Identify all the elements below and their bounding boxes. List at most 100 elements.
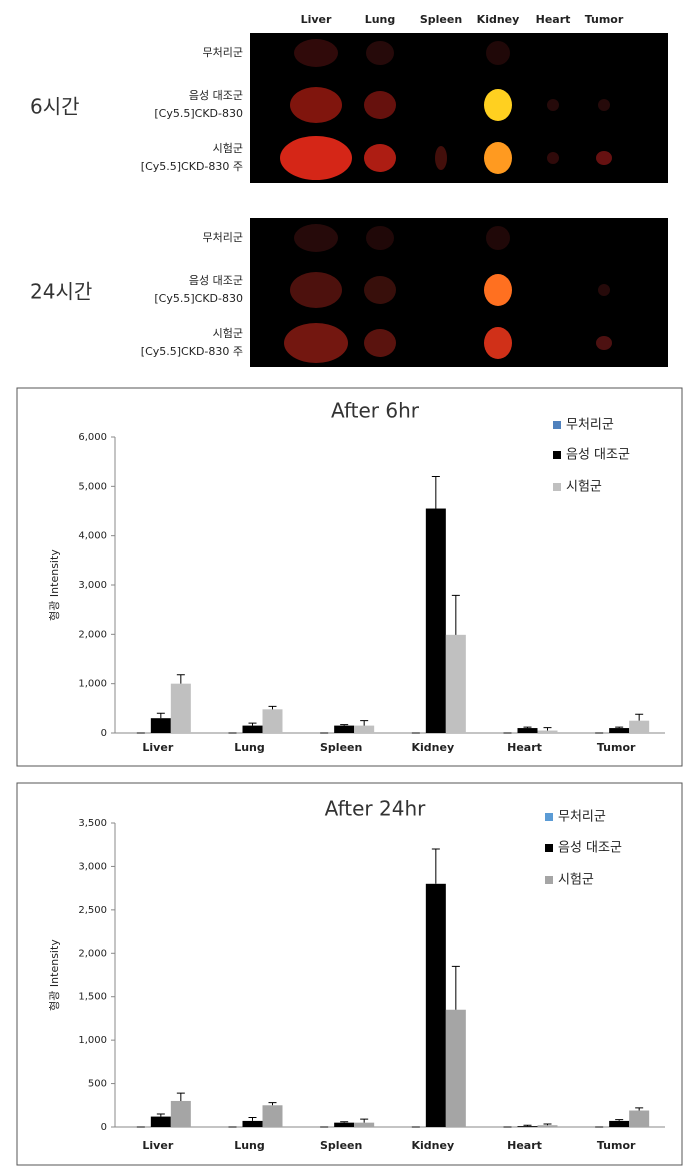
legend-swatch bbox=[553, 483, 561, 491]
bar bbox=[354, 1122, 375, 1127]
x-tick-label: Tumor bbox=[597, 741, 636, 754]
row-label: 무처리군 bbox=[203, 231, 243, 244]
error-bar bbox=[340, 724, 349, 726]
y-axis-label: 형광 Intensity bbox=[48, 549, 61, 621]
organ-glow bbox=[435, 146, 447, 170]
x-tick-label: Kidney bbox=[412, 741, 455, 754]
row-label: [Cy5.5]CKD-830 bbox=[154, 292, 243, 305]
x-tick-label: Kidney bbox=[412, 1139, 455, 1152]
y-tick-label: 1,000 bbox=[78, 679, 107, 690]
column-label: Lung bbox=[365, 13, 396, 26]
error-bar bbox=[615, 726, 624, 729]
legend-swatch bbox=[545, 844, 553, 852]
row-label: 음성 대조군 bbox=[189, 89, 243, 102]
error-bar bbox=[156, 712, 165, 719]
x-tick-label: Spleen bbox=[320, 1139, 362, 1152]
organ-glow bbox=[547, 99, 559, 111]
bar bbox=[354, 725, 375, 733]
bar bbox=[629, 1110, 650, 1127]
x-tick-label: Spleen bbox=[320, 741, 362, 754]
bar bbox=[629, 720, 650, 733]
error-bar bbox=[543, 1123, 552, 1126]
legend-label: 음성 대조군 bbox=[566, 448, 630, 463]
bar bbox=[425, 508, 446, 733]
bar bbox=[425, 883, 446, 1127]
legend-swatch bbox=[545, 813, 553, 821]
chart-title: After 6hr bbox=[331, 399, 420, 423]
organ-glow bbox=[486, 41, 510, 65]
y-tick-label: 0 bbox=[101, 728, 107, 739]
bar bbox=[537, 730, 558, 733]
chart-title: After 24hr bbox=[325, 797, 427, 821]
organ-glow bbox=[284, 323, 348, 363]
error-bar bbox=[635, 1107, 644, 1111]
organ-glow bbox=[484, 274, 512, 306]
organ-glow bbox=[290, 272, 342, 308]
legend-label: 무처리군 bbox=[558, 810, 606, 825]
error-bar bbox=[431, 475, 440, 509]
legend-swatch bbox=[545, 876, 553, 884]
organ-glow bbox=[280, 136, 352, 180]
column-label: Heart bbox=[536, 13, 571, 26]
column-label: Liver bbox=[301, 13, 332, 26]
bar bbox=[150, 718, 171, 733]
row-label: 무처리군 bbox=[203, 46, 243, 59]
organ-glow bbox=[364, 144, 396, 172]
organ-glow bbox=[598, 284, 610, 296]
organ-glow bbox=[366, 41, 394, 65]
organ-glow bbox=[596, 151, 612, 165]
x-tick-label: Heart bbox=[507, 1139, 542, 1152]
y-tick-label: 6,000 bbox=[78, 432, 107, 443]
organ-glow bbox=[484, 89, 512, 121]
error-bar bbox=[431, 848, 440, 884]
y-tick-label: 4,000 bbox=[78, 531, 107, 542]
x-tick-label: Heart bbox=[507, 741, 542, 754]
row-label: 시험군 bbox=[213, 142, 243, 155]
y-tick-label: 3,500 bbox=[78, 818, 107, 829]
legend-swatch bbox=[553, 451, 561, 459]
bar bbox=[262, 1105, 283, 1127]
bar bbox=[609, 1120, 630, 1127]
y-tick-label: 3,000 bbox=[78, 580, 107, 591]
organ-glow bbox=[547, 152, 559, 164]
legend-label: 무처리군 bbox=[566, 418, 614, 433]
organ-glow bbox=[596, 336, 612, 350]
error-bar bbox=[523, 726, 532, 729]
y-tick-label: 2,500 bbox=[78, 905, 107, 916]
error-bar bbox=[615, 1119, 624, 1121]
bar bbox=[170, 683, 191, 733]
row-label: [Cy5.5]CKD-830 bbox=[154, 107, 243, 120]
error-bar bbox=[268, 705, 277, 710]
bar bbox=[242, 725, 263, 733]
error-bar bbox=[248, 1116, 257, 1121]
error-bar bbox=[523, 1124, 532, 1127]
x-tick-label: Liver bbox=[142, 1139, 173, 1152]
bar bbox=[242, 1120, 263, 1127]
error-bar bbox=[156, 1113, 165, 1117]
x-tick-label: Lung bbox=[234, 1139, 265, 1152]
error-bar bbox=[451, 594, 460, 635]
organ-glow bbox=[294, 39, 338, 67]
error-bar bbox=[451, 965, 460, 1010]
column-label: Tumor bbox=[585, 13, 624, 26]
y-tick-label: 5,000 bbox=[78, 481, 107, 492]
organ-glow bbox=[366, 226, 394, 250]
chart-frame bbox=[16, 387, 683, 767]
organ-glow bbox=[484, 142, 512, 174]
column-label: Spleen bbox=[420, 13, 462, 26]
y-tick-label: 1,500 bbox=[78, 992, 107, 1003]
organ-glow bbox=[290, 87, 342, 123]
y-axis-label: 형광 Intensity bbox=[48, 939, 61, 1011]
organ-glow bbox=[484, 327, 512, 359]
column-label: Kidney bbox=[477, 13, 520, 26]
legend-swatch bbox=[553, 421, 561, 429]
chart-frame bbox=[16, 782, 683, 1166]
time-label: 24시간 bbox=[30, 280, 92, 304]
error-bar bbox=[360, 720, 369, 726]
x-tick-label: Tumor bbox=[597, 1139, 636, 1152]
organ-glow bbox=[364, 329, 396, 357]
y-tick-label: 500 bbox=[88, 1079, 107, 1090]
y-tick-label: 2,000 bbox=[78, 629, 107, 640]
bar bbox=[445, 634, 466, 733]
